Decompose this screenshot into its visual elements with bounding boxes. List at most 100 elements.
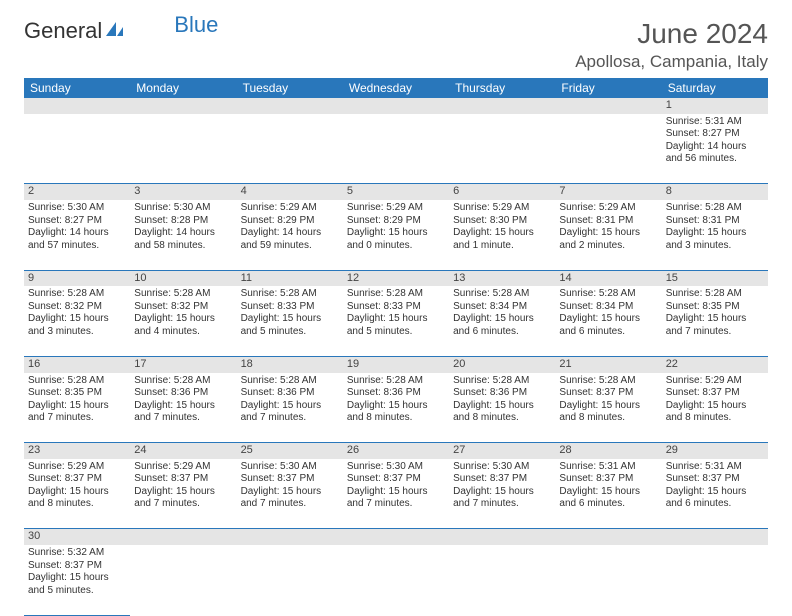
sunrise-text: Sunrise: 5:30 AM [28,202,126,215]
day-number: 8 [662,184,768,200]
daylight-text: Daylight: 15 hours [134,313,232,326]
day-number: 5 [343,184,449,200]
daylight-text: Daylight: 15 hours [666,313,764,326]
daylight-text: and 6 minutes. [559,498,657,511]
calendar-table: Sunday Monday Tuesday Wednesday Thursday… [24,78,768,616]
daylight-text: Daylight: 15 hours [559,486,657,499]
sunrise-text: Sunrise: 5:28 AM [28,375,126,388]
day-cell [555,114,661,184]
sunrise-text: Sunrise: 5:31 AM [666,116,764,129]
daylight-text: and 8 minutes. [559,412,657,425]
daylight-text: Daylight: 15 hours [241,400,339,413]
sunrise-text: Sunrise: 5:31 AM [666,461,764,474]
day-number-row: 9101112131415 [24,270,768,286]
header: General Blue June 2024 Apollosa, Campani… [24,18,768,72]
sunset-text: Sunset: 8:36 PM [134,387,232,400]
day-header: Tuesday [237,78,343,98]
daylight-text: and 7 minutes. [241,412,339,425]
daylight-text: Daylight: 15 hours [559,400,657,413]
daylight-text: Daylight: 15 hours [666,227,764,240]
daylight-text: Daylight: 15 hours [241,486,339,499]
sunrise-text: Sunrise: 5:30 AM [241,461,339,474]
daylight-text: Daylight: 15 hours [347,313,445,326]
day-number: 14 [555,270,661,286]
day-cell [449,114,555,184]
day-cell: Sunrise: 5:29 AMSunset: 8:29 PMDaylight:… [343,200,449,270]
day-number: 29 [662,443,768,459]
daylight-text: Daylight: 15 hours [28,486,126,499]
day-number-row: 16171819202122 [24,356,768,372]
sunset-text: Sunset: 8:37 PM [666,473,764,486]
day-number [449,98,555,114]
day-cell: Sunrise: 5:30 AMSunset: 8:37 PMDaylight:… [237,459,343,529]
day-cell: Sunrise: 5:28 AMSunset: 8:36 PMDaylight:… [237,373,343,443]
logo-sail-icon [104,18,126,44]
day-cell: Sunrise: 5:32 AMSunset: 8:37 PMDaylight:… [24,545,130,615]
day-number: 26 [343,443,449,459]
day-cell: Sunrise: 5:28 AMSunset: 8:36 PMDaylight:… [449,373,555,443]
daylight-text: Daylight: 14 hours [28,227,126,240]
sunset-text: Sunset: 8:35 PM [666,301,764,314]
sunrise-text: Sunrise: 5:29 AM [241,202,339,215]
day-cell: Sunrise: 5:29 AMSunset: 8:31 PMDaylight:… [555,200,661,270]
sunset-text: Sunset: 8:37 PM [559,473,657,486]
day-header: Friday [555,78,661,98]
daylight-text: Daylight: 14 hours [241,227,339,240]
sunrise-text: Sunrise: 5:28 AM [134,288,232,301]
sunset-text: Sunset: 8:29 PM [241,215,339,228]
day-number: 15 [662,270,768,286]
sunrise-text: Sunrise: 5:28 AM [559,375,657,388]
day-number: 24 [130,443,236,459]
day-cell: Sunrise: 5:31 AMSunset: 8:27 PMDaylight:… [662,114,768,184]
sunset-text: Sunset: 8:33 PM [347,301,445,314]
sunset-text: Sunset: 8:31 PM [559,215,657,228]
sunrise-text: Sunrise: 5:29 AM [453,202,551,215]
sunrise-text: Sunrise: 5:28 AM [241,375,339,388]
daylight-text: Daylight: 15 hours [28,313,126,326]
sunset-text: Sunset: 8:37 PM [559,387,657,400]
daylight-text: and 3 minutes. [28,326,126,339]
sunrise-text: Sunrise: 5:28 AM [666,288,764,301]
sunset-text: Sunset: 8:37 PM [28,560,126,573]
daylight-text: and 56 minutes. [666,153,764,166]
sunset-text: Sunset: 8:36 PM [453,387,551,400]
day-cell: Sunrise: 5:29 AMSunset: 8:37 PMDaylight:… [662,373,768,443]
daylight-text: and 7 minutes. [241,498,339,511]
daylight-text: and 5 minutes. [347,326,445,339]
daylight-text: Daylight: 15 hours [241,313,339,326]
day-cell [343,545,449,615]
sunset-text: Sunset: 8:36 PM [241,387,339,400]
day-cell: Sunrise: 5:28 AMSunset: 8:32 PMDaylight:… [24,286,130,356]
day-cell [449,545,555,615]
daylight-text: and 1 minute. [453,240,551,253]
sunset-text: Sunset: 8:35 PM [28,387,126,400]
day-cell: Sunrise: 5:31 AMSunset: 8:37 PMDaylight:… [662,459,768,529]
sunset-text: Sunset: 8:32 PM [134,301,232,314]
day-number [237,529,343,545]
sunset-text: Sunset: 8:30 PM [453,215,551,228]
daylight-text: Daylight: 15 hours [453,313,551,326]
day-number-row: 2345678 [24,184,768,200]
day-number: 18 [237,356,343,372]
daylight-text: Daylight: 15 hours [347,486,445,499]
sunrise-text: Sunrise: 5:31 AM [559,461,657,474]
sunset-text: Sunset: 8:37 PM [347,473,445,486]
day-number: 21 [555,356,661,372]
day-cell [662,545,768,615]
sunset-text: Sunset: 8:37 PM [241,473,339,486]
day-cell: Sunrise: 5:30 AMSunset: 8:37 PMDaylight:… [449,459,555,529]
sunrise-text: Sunrise: 5:30 AM [134,202,232,215]
day-cell: Sunrise: 5:28 AMSunset: 8:36 PMDaylight:… [343,373,449,443]
daylight-text: Daylight: 15 hours [347,227,445,240]
day-header: Sunday [24,78,130,98]
day-cell: Sunrise: 5:28 AMSunset: 8:35 PMDaylight:… [24,373,130,443]
daylight-text: and 7 minutes. [666,326,764,339]
daylight-text: and 57 minutes. [28,240,126,253]
daylight-text: and 59 minutes. [241,240,339,253]
daylight-text: Daylight: 15 hours [453,400,551,413]
daylight-text: Daylight: 15 hours [28,572,126,585]
daylight-text: and 5 minutes. [28,585,126,598]
daylight-text: and 6 minutes. [559,326,657,339]
daylight-text: Daylight: 14 hours [666,141,764,154]
daylight-text: and 8 minutes. [453,412,551,425]
